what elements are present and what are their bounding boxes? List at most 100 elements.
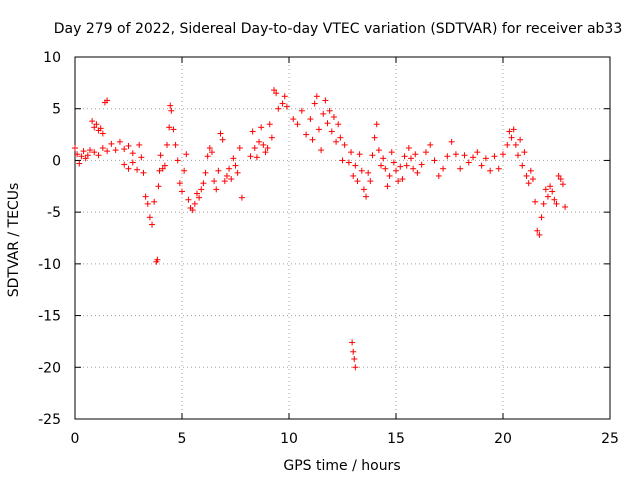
- data-point: [303, 131, 310, 138]
- data-point: [487, 167, 494, 174]
- data-point: [179, 188, 185, 195]
- data-point: [161, 162, 168, 169]
- data-point: [345, 159, 352, 166]
- data-point: [279, 100, 286, 107]
- data-point: [74, 151, 81, 158]
- x-tick-labels: 0 5 10 15 20 25: [71, 431, 619, 447]
- grid: [75, 57, 610, 419]
- data-point: [226, 165, 233, 172]
- data-point: [236, 145, 243, 152]
- data-point: [151, 198, 158, 205]
- data-point: [542, 186, 549, 193]
- data-point: [170, 126, 177, 133]
- data-point: [183, 151, 190, 158]
- data-point: [232, 162, 239, 169]
- data-point: [174, 157, 181, 164]
- data-point: [84, 152, 91, 159]
- data-point: [356, 151, 363, 158]
- data-point: [93, 121, 100, 128]
- data-point: [532, 198, 539, 205]
- data-point: [559, 181, 566, 188]
- data-point: [557, 176, 564, 183]
- data-point: [431, 157, 438, 164]
- data-point: [159, 165, 166, 172]
- data-point: [142, 193, 149, 200]
- data-point: [108, 140, 115, 147]
- data-point: [365, 169, 372, 176]
- data-point: [176, 180, 183, 187]
- data-point: [375, 147, 382, 154]
- y-tick-label: 5: [52, 102, 61, 118]
- data-point: [166, 124, 173, 131]
- data-point: [461, 152, 468, 159]
- data-point: [349, 339, 356, 346]
- data-point: [247, 153, 254, 160]
- data-point: [410, 165, 417, 172]
- data-points: [72, 87, 569, 371]
- data-point: [104, 148, 111, 155]
- data-point: [99, 145, 106, 152]
- data-point: [318, 147, 325, 154]
- data-point: [116, 138, 123, 145]
- data-point: [164, 141, 171, 148]
- data-point: [202, 169, 209, 176]
- data-point: [206, 145, 213, 152]
- data-point: [414, 169, 421, 176]
- data-point: [99, 130, 106, 137]
- data-point: [273, 90, 280, 97]
- data-point: [354, 178, 361, 185]
- data-point: [444, 153, 451, 160]
- data-point: [540, 200, 547, 207]
- data-point: [196, 194, 203, 201]
- data-point: [256, 138, 263, 145]
- data-point: [527, 167, 534, 174]
- data-point: [140, 169, 147, 176]
- data-point: [324, 120, 331, 127]
- data-point: [517, 136, 524, 143]
- data-point: [330, 113, 337, 120]
- data-point: [384, 183, 391, 190]
- data-point: [525, 180, 532, 187]
- data-point: [478, 162, 485, 169]
- data-point: [358, 167, 365, 174]
- data-point: [371, 134, 378, 141]
- y-tick-label: -15: [38, 309, 61, 325]
- data-point: [403, 162, 410, 169]
- x-tick-label: 15: [387, 431, 405, 447]
- data-point: [251, 145, 258, 152]
- data-point: [167, 102, 174, 109]
- data-point: [390, 159, 397, 166]
- data-point: [154, 256, 161, 263]
- data-point: [523, 172, 530, 179]
- data-point: [482, 155, 489, 162]
- data-point: [435, 172, 442, 179]
- x-tick-label: 20: [494, 431, 512, 447]
- data-point: [350, 348, 357, 355]
- data-point: [149, 221, 156, 228]
- data-point: [268, 134, 275, 141]
- data-point: [234, 169, 241, 176]
- data-point: [95, 152, 102, 159]
- data-point: [238, 194, 245, 201]
- data-point: [266, 121, 273, 128]
- data-point: [230, 155, 237, 162]
- data-point: [519, 162, 526, 169]
- data-point: [512, 141, 519, 148]
- data-point: [211, 178, 218, 185]
- data-point: [551, 196, 558, 203]
- data-point: [283, 103, 290, 110]
- data-point: [407, 155, 414, 162]
- data-point: [138, 154, 145, 161]
- data-point: [193, 190, 200, 197]
- data-point: [405, 145, 412, 152]
- data-point: [307, 116, 314, 123]
- data-point: [172, 141, 179, 148]
- y-tick-label: 0: [52, 153, 61, 169]
- data-point: [382, 165, 389, 172]
- data-point: [538, 214, 545, 221]
- data-point: [129, 159, 136, 166]
- data-point: [401, 153, 408, 160]
- data-point: [290, 116, 297, 123]
- data-point: [223, 172, 230, 179]
- data-point: [129, 150, 136, 157]
